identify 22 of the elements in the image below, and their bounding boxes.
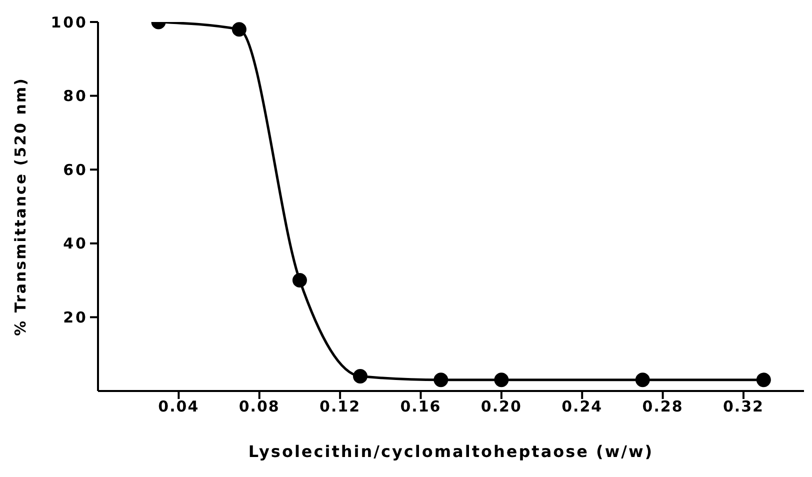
point xyxy=(494,372,509,388)
point xyxy=(756,372,771,388)
y-tick-label: 20 xyxy=(63,308,88,327)
y-tick-label: 60 xyxy=(63,160,88,179)
x-tick-label: 0.04 xyxy=(158,398,200,416)
x-axis-title: Lysolecithin/cyclomaltoheptaose (w/w) xyxy=(248,442,654,461)
x-tick-label: 0.32 xyxy=(722,398,764,416)
y-tick-label: 80 xyxy=(63,87,88,106)
y-tick-label: 100 xyxy=(50,13,88,32)
x-tick-label: 0.12 xyxy=(320,398,361,416)
y-axis-title: % Transmittance (520 nm) xyxy=(11,77,30,336)
point xyxy=(434,372,448,388)
x-tick-label: 0.28 xyxy=(642,398,684,416)
point xyxy=(292,273,307,288)
x-tick-label: 0.20 xyxy=(480,398,522,416)
x-tick-label: 0.24 xyxy=(562,398,603,416)
y-tick-label: 40 xyxy=(63,234,88,253)
point xyxy=(635,372,650,388)
point xyxy=(352,368,368,384)
point xyxy=(232,22,246,37)
x-tick-label: 0.08 xyxy=(238,398,280,416)
x-tick-label: 0.16 xyxy=(400,398,442,416)
